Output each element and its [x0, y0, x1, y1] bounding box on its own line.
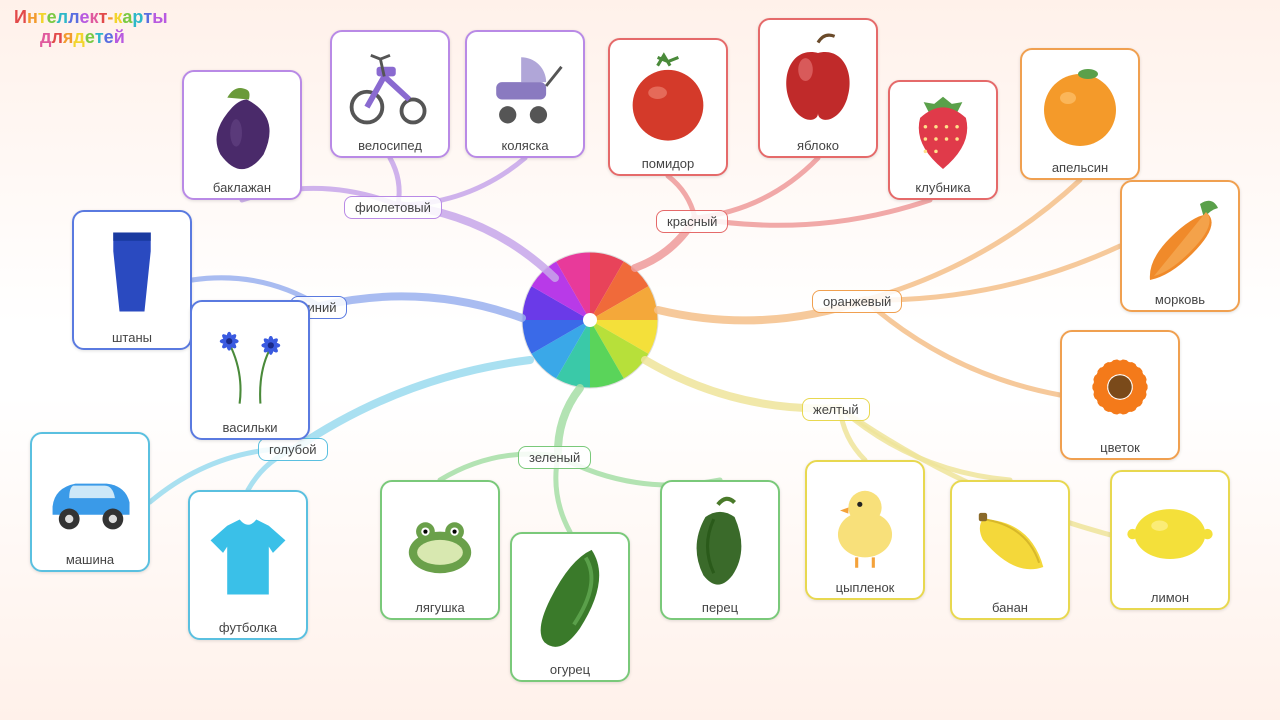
- card-морковь: морковь: [1120, 180, 1240, 312]
- банан-icon: [958, 488, 1062, 596]
- коляска-icon: [473, 38, 577, 134]
- баклажан-icon: [190, 78, 294, 176]
- card-label: помидор: [616, 152, 720, 171]
- card-label: коляска: [473, 134, 577, 153]
- цыпленок-icon: [813, 468, 917, 576]
- card-цыпленок: цыпленок: [805, 460, 925, 600]
- перец-icon: [668, 488, 772, 596]
- color-tag-orange: оранжевый: [812, 290, 902, 313]
- card-машина: машина: [30, 432, 150, 572]
- card-label: васильки: [198, 416, 302, 435]
- васильки-icon: [198, 308, 302, 416]
- card-коляска: коляска: [465, 30, 585, 158]
- card-label: клубника: [896, 176, 990, 195]
- клубника-icon: [896, 88, 990, 176]
- mindmap-stage: Интеллект-картыдля детей фиолетовый баклаж…: [0, 0, 1280, 720]
- лимон-icon: [1118, 478, 1222, 586]
- морковь-icon: [1128, 188, 1232, 288]
- card-апельсин: апельсин: [1020, 48, 1140, 180]
- card-label: апельсин: [1028, 156, 1132, 175]
- color-wheel: [522, 252, 658, 388]
- футболка-icon: [196, 498, 300, 616]
- card-label: машина: [38, 548, 142, 567]
- card-label: огурец: [518, 658, 622, 677]
- card-label: морковь: [1128, 288, 1232, 307]
- card-васильки: васильки: [190, 300, 310, 440]
- card-label: перец: [668, 596, 772, 615]
- помидор-icon: [616, 46, 720, 152]
- card-лимон: лимон: [1110, 470, 1230, 610]
- card-баклажан: баклажан: [182, 70, 302, 200]
- card-футболка: футболка: [188, 490, 308, 640]
- card-лягушка: лягушка: [380, 480, 500, 620]
- color-tag-red: красный: [656, 210, 728, 233]
- цветок-icon: [1068, 338, 1172, 436]
- color-tag-yellow: желтый: [802, 398, 870, 421]
- card-label: велосипед: [338, 134, 442, 153]
- велосипед-icon: [338, 38, 442, 134]
- card-label: цветок: [1068, 436, 1172, 455]
- color-tag-green: зеленый: [518, 446, 591, 469]
- color-tag-cyan: голубой: [258, 438, 328, 461]
- лягушка-icon: [388, 488, 492, 596]
- card-label: лимон: [1118, 586, 1222, 605]
- card-label: банан: [958, 596, 1062, 615]
- яблоко-icon: [766, 26, 870, 134]
- машина-icon: [38, 440, 142, 548]
- card-велосипед: велосипед: [330, 30, 450, 158]
- card-label: цыпленок: [813, 576, 917, 595]
- card-label: футболка: [196, 616, 300, 635]
- штаны-icon: [80, 218, 184, 326]
- огурец-icon: [518, 540, 622, 658]
- header-title: Интеллект-картыдля детей: [14, 8, 168, 48]
- card-огурец: огурец: [510, 532, 630, 682]
- card-label: лягушка: [388, 596, 492, 615]
- card-штаны: штаны: [72, 210, 192, 350]
- card-помидор: помидор: [608, 38, 728, 176]
- card-label: яблоко: [766, 134, 870, 153]
- card-яблоко: яблоко: [758, 18, 878, 158]
- апельсин-icon: [1028, 56, 1132, 156]
- color-tag-purple: фиолетовый: [344, 196, 442, 219]
- card-цветок: цветок: [1060, 330, 1180, 460]
- card-клубника: клубника: [888, 80, 998, 200]
- card-label: баклажан: [190, 176, 294, 195]
- card-label: штаны: [80, 326, 184, 345]
- card-перец: перец: [660, 480, 780, 620]
- card-банан: банан: [950, 480, 1070, 620]
